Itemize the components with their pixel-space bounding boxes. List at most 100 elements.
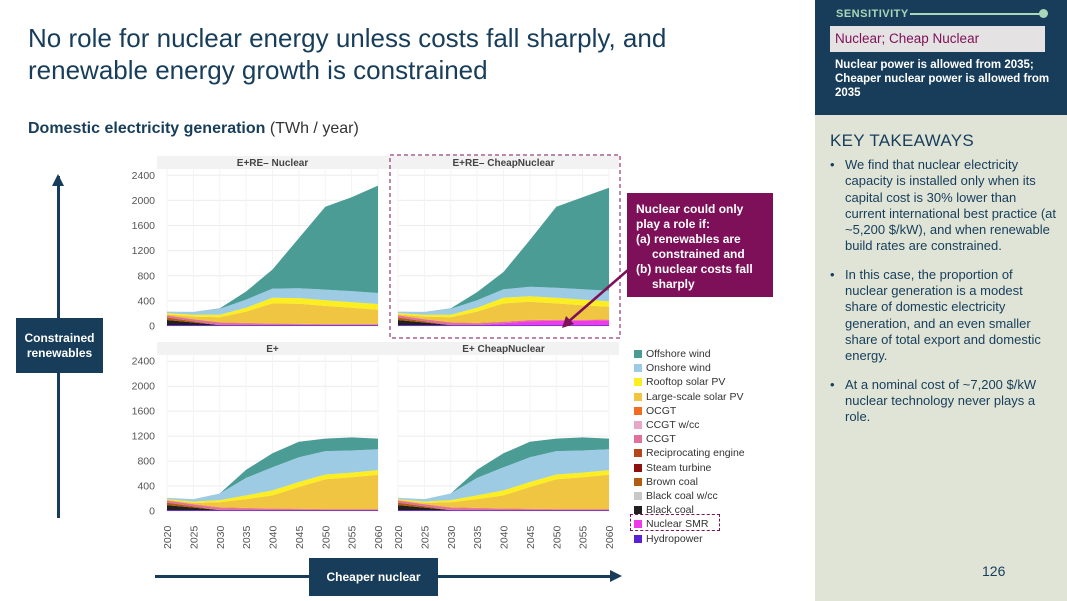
- y-tick-label: 2000: [132, 381, 156, 393]
- nuclear-legend-highlight: [630, 514, 720, 531]
- panel-header: [157, 342, 388, 355]
- legend-label: Black coal w/cc: [646, 489, 718, 502]
- callout-arrow: [567, 269, 629, 323]
- panel-title: E+: [266, 344, 279, 355]
- y-tick-label: 800: [137, 456, 155, 468]
- area-ccgt: [167, 500, 378, 511]
- area-onshore-wind: [167, 449, 378, 502]
- chart-legend: Offshore wind Onshore wind Rooftop solar P…: [634, 347, 745, 546]
- callout-line: sharply: [652, 277, 695, 291]
- x-tick-label: 2050: [320, 525, 332, 549]
- bullet-icon: •: [830, 266, 835, 282]
- nuclear-callout: Nuclear could only play a role if: (a) r…: [627, 193, 773, 297]
- x-tick-label: 2045: [294, 525, 306, 549]
- area-rooftop-solar-pv: [398, 470, 609, 503]
- x-tick-label: 2050: [551, 525, 563, 549]
- legend-swatch: [634, 534, 642, 543]
- cheap-nuclear-highlight-box: [389, 154, 621, 339]
- area-large-scale-solar-pv: [167, 474, 378, 510]
- y-tick-label: 0: [149, 321, 155, 333]
- callout-line: play a role if:: [636, 217, 711, 231]
- takeaway-text: We find that nuclear electricity capacit…: [845, 157, 1056, 254]
- legend-item: Steam turbine: [634, 461, 745, 475]
- sensitivity-dot-icon: [1039, 9, 1048, 18]
- sensitivity-label: SENSITIVITY: [836, 8, 909, 20]
- x-tick-label: 2020: [393, 525, 405, 549]
- legend-item: Hydropower: [634, 531, 745, 545]
- takeaway-item: • In this case, the proportion of nuclea…: [830, 267, 1056, 365]
- sensitivity-name: Nuclear; Cheap Nuclear: [830, 26, 1045, 52]
- takeaway-item: • We find that nuclear electricity capac…: [830, 157, 1056, 255]
- legend-swatch: [634, 350, 642, 359]
- x-tick-label: 2035: [241, 525, 253, 549]
- takeaway-item: • At a nominal cost of ~7,200 $/kW nucle…: [830, 377, 1056, 426]
- x-tick-label: 2045: [525, 525, 537, 549]
- x-tick-label: 2055: [347, 525, 359, 549]
- x-tick-label: 2020: [162, 525, 174, 549]
- y-tick-label: 1200: [132, 431, 156, 443]
- x-tick-label: 2025: [419, 525, 431, 549]
- area-black-coal: [167, 320, 378, 326]
- legend-swatch: [634, 506, 642, 515]
- area-ccgt: [167, 315, 378, 326]
- area-large-scale-solar-pv: [398, 301, 609, 323]
- legend-item: Large-scale solar PV: [634, 390, 745, 404]
- area-hydropower: [398, 325, 609, 326]
- legend-label: Rooftop solar PV: [646, 376, 726, 389]
- arrow-head-icon: [562, 316, 574, 328]
- area-onshore-wind: [398, 286, 609, 315]
- y-tick-label: 0: [149, 506, 155, 518]
- chart-subtitle: Domestic electricity generation (TWh / y…: [28, 120, 359, 138]
- sensitivity-rule: [910, 13, 1042, 15]
- legend-item: Nuclear SMR: [634, 517, 745, 531]
- legend-item: Onshore wind: [634, 361, 745, 375]
- area-nuclear-smr: [398, 320, 609, 326]
- y-tick-label: 1600: [132, 220, 156, 232]
- area-rooftop-solar-pv: [398, 296, 609, 318]
- x-tick-label: 2040: [499, 525, 511, 549]
- sensitivity-description: Nuclear power is allowed from 2035; Chea…: [835, 59, 1050, 99]
- y-tick-label: 2000: [132, 195, 156, 207]
- bullet-icon: •: [830, 376, 835, 392]
- up-arrow-icon: [52, 174, 64, 186]
- legend-label: CCGT w/cc: [646, 419, 700, 432]
- area-onshore-wind: [167, 288, 378, 315]
- x-tick-label: 2030: [215, 525, 227, 549]
- legend-item: Brown coal: [634, 475, 745, 489]
- area-black-coal: [398, 320, 609, 326]
- y-tick-label: 800: [137, 270, 155, 282]
- panel-header: [388, 342, 619, 355]
- legend-item: Black coal: [634, 503, 745, 517]
- y-tick-label: 1200: [132, 245, 156, 257]
- sensitivity-panel: [815, 0, 1067, 115]
- key-takeaways-panel: [815, 115, 1067, 601]
- area-ccgt: [398, 500, 609, 511]
- area-ocgt: [398, 315, 609, 324]
- legend-label: Reciprocating engine: [646, 447, 745, 460]
- panel-header: [157, 156, 388, 169]
- legend-item: OCGT: [634, 404, 745, 418]
- legend-label: Onshore wind: [646, 362, 711, 375]
- legend-swatch: [634, 477, 642, 486]
- legend-item: Rooftop solar PV: [634, 375, 745, 389]
- legend-swatch: [634, 378, 642, 387]
- page-title: No role for nuclear energy unless costs …: [28, 23, 667, 85]
- y-tick-label: 400: [137, 481, 155, 493]
- legend-swatch: [634, 392, 642, 401]
- y-tick-label: 2400: [132, 170, 156, 182]
- legend-swatch: [634, 463, 642, 472]
- constrained-renewables-label: Constrained renewables: [16, 318, 103, 373]
- legend-swatch: [634, 406, 642, 415]
- bullet-icon: •: [830, 157, 835, 172]
- area-offshore-wind: [398, 437, 609, 500]
- area-hydropower: [398, 510, 609, 511]
- panel-header: [388, 156, 619, 169]
- area-ccgt: [398, 315, 609, 326]
- key-takeaways-list: • We find that nuclear electricity capac…: [830, 157, 1056, 437]
- legend-label: Brown coal: [646, 475, 698, 488]
- x-tick-label: 2040: [268, 525, 280, 549]
- takeaway-text: At a nominal cost of ~7,200 $/kW nuclear…: [845, 376, 1037, 425]
- legend-label: Nuclear SMR: [646, 518, 709, 531]
- legend-swatch: [634, 421, 642, 430]
- x-tick-label: 2060: [604, 525, 616, 549]
